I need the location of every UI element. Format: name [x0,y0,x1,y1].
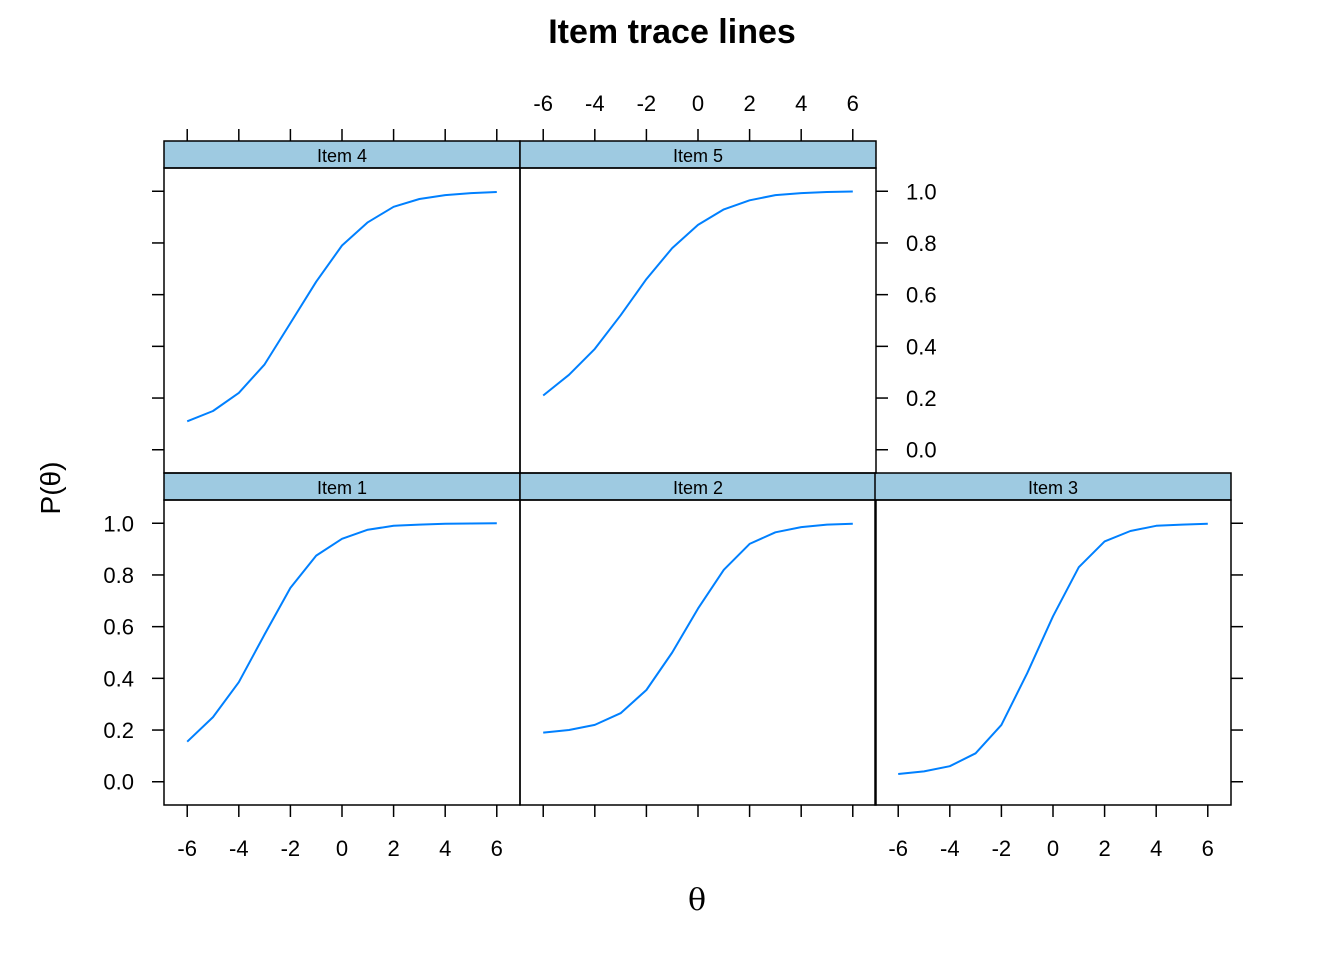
x-tick-label: 0 [1047,836,1059,861]
trace-line [543,522,853,734]
panel-frame [163,499,521,806]
x-tick-label: 4 [1150,836,1162,861]
panel-strip-label: Item 3 [1028,478,1078,498]
panel-frame [163,167,521,474]
x-tick-label: -2 [992,836,1012,861]
x-axis-bottom-col2: -6 -4 -2 0 2 4 6 [888,805,1214,861]
panel-frame [519,167,877,474]
x-tick-label: -6 [888,836,908,861]
y-axis-right-row0 [1231,522,1243,783]
y-tick-label: 0.4 [906,334,937,359]
panel-strip-label: Item 2 [673,478,723,498]
panel-strip-label: Item 1 [317,478,367,498]
y-tick-label: 0.0 [906,438,937,463]
y-tick-label: 0.0 [103,770,134,795]
panel-strip-label: Item 5 [673,146,723,166]
x-tick-label: 2 [743,91,755,116]
panel-grid: Item 1 Item 2 Item 3 Item 4 Item 5 -6 -4 -2 0 2 4 6… [103,91,1243,861]
x-axis-label: θ [688,883,706,918]
trace-line [898,522,1208,775]
panel-frame [874,499,1232,806]
x-tick-label: -4 [229,836,249,861]
y-tick-label: 0.2 [906,386,937,411]
trace-line [542,190,853,397]
x-tick-label: -6 [533,91,553,116]
panel-item-2: Item 2 [519,472,877,806]
y-axis-left-row1 [152,190,164,451]
y-tick-label: 0.8 [906,231,937,256]
x-tick-label: 6 [1202,836,1214,861]
x-tick-label: 6 [491,836,503,861]
y-tick-label: 0.2 [103,718,134,743]
y-tick-label: 0.4 [103,666,134,691]
y-axis-label: P(θ) [35,462,66,515]
x-tick-label: -2 [637,91,657,116]
panel-strip [519,472,877,501]
x-tick-label: -2 [281,836,301,861]
panel-strip-label: Item 4 [317,146,367,166]
y-tick-label: 1.0 [103,511,134,536]
x-tick-label: 2 [387,836,399,861]
x-tick-label: 0 [336,836,348,861]
x-tick-label: -4 [940,836,960,861]
x-axis-bottom-col0: -6 -4 -2 0 2 4 6 [177,805,503,861]
trace-line [186,191,497,423]
x-tick-label: -6 [177,836,197,861]
x-tick-label: 2 [1098,836,1110,861]
panel-item-5: Item 5 [519,140,877,474]
x-tick-label: 6 [847,91,859,116]
trace-line [186,522,497,743]
y-axis-left-row0: 0.0 0.2 0.4 0.6 0.8 1.0 [103,511,164,795]
panel-item-4: Item 4 [163,140,521,474]
y-tick-label: 0.8 [103,563,134,588]
y-tick-label: 0.6 [906,283,937,308]
x-tick-label: 0 [692,91,704,116]
panel-strip [163,472,521,501]
y-tick-label: 0.6 [103,615,134,640]
y-tick-label: 1.0 [906,179,937,204]
x-axis-top-col0 [186,129,498,141]
x-axis-bottom-col1 [542,805,854,817]
x-tick-label: -4 [585,91,605,116]
y-axis-right-row1: 0.0 0.2 0.4 0.6 0.8 1.0 [876,179,937,463]
x-tick-label: 4 [795,91,807,116]
x-tick-label: 4 [439,836,451,861]
panel-item-3: Item 3 [874,472,1232,806]
x-axis-top-col1: -6 -4 -2 0 2 4 6 [533,91,859,141]
panel-item-1: Item 1 [163,472,521,806]
chart-title: Item trace lines [548,13,796,51]
panel-frame [519,499,877,806]
